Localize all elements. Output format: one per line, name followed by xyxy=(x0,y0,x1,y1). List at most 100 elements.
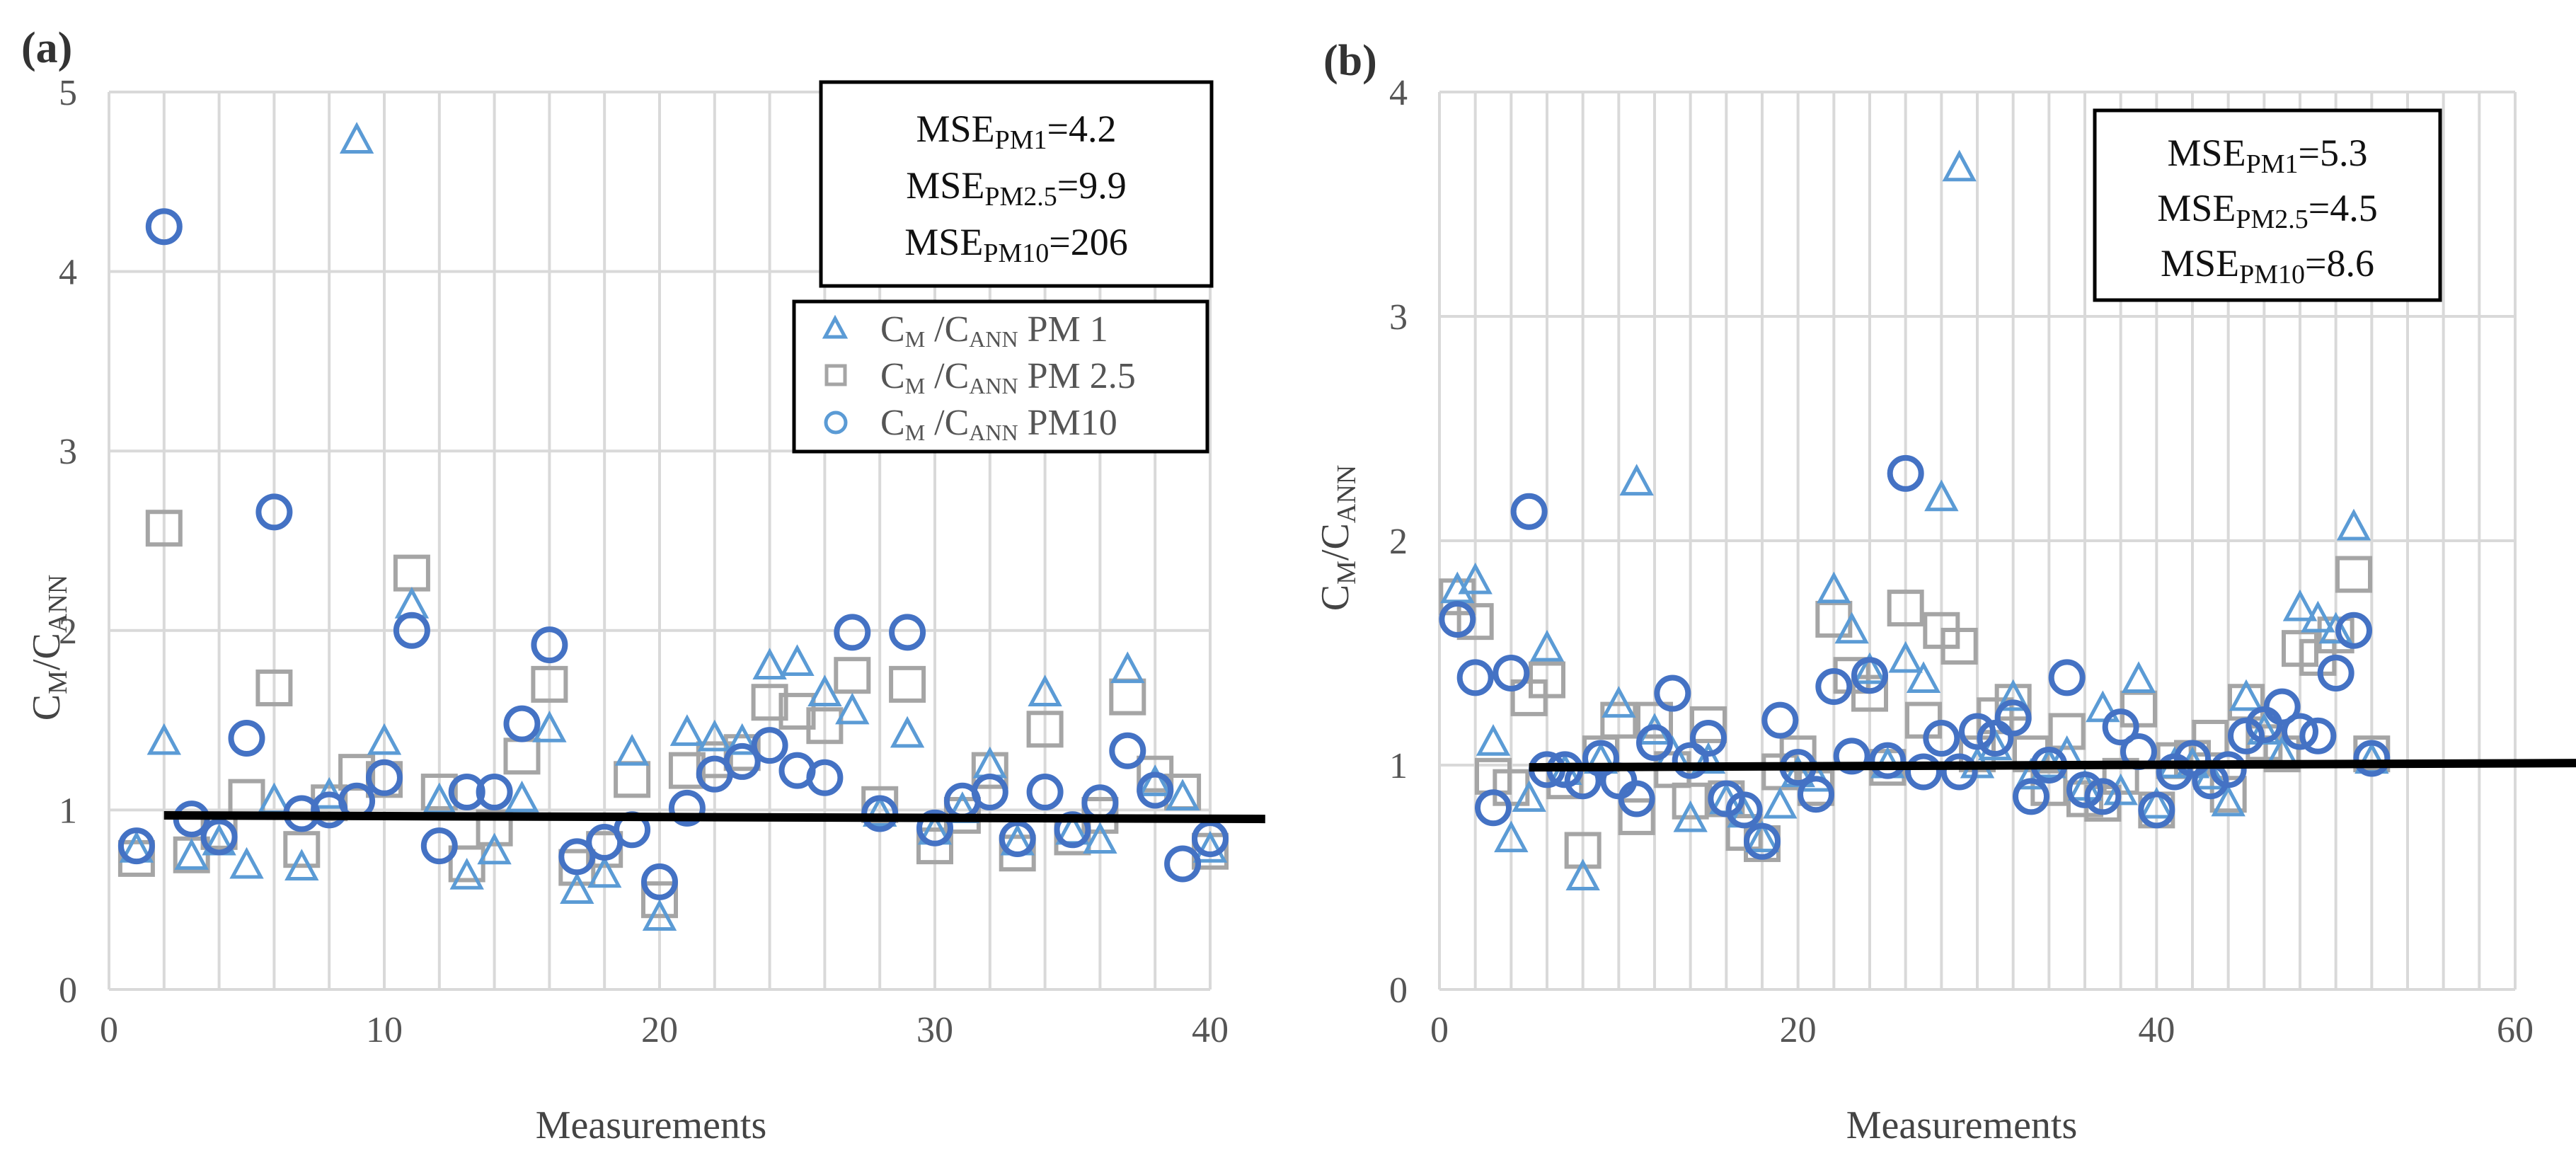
panel-a-ytick-label: 2 xyxy=(59,612,77,652)
panel-a-point-pm25 xyxy=(145,510,183,547)
legend-triangle-marker xyxy=(822,314,849,339)
panel-b-point-pm10 xyxy=(1851,657,1888,694)
panel-a-point-pm1 xyxy=(449,857,484,890)
panel-b-point-pm10 xyxy=(2102,708,2139,746)
panel-b-point-pm10 xyxy=(2174,740,2211,777)
panel-b-point-pm1 xyxy=(1565,859,1600,890)
panel-a-point-pm25 xyxy=(641,881,678,919)
panel-a-point-pm1 xyxy=(1110,651,1145,684)
panel-b-point-pm1 xyxy=(2336,508,2371,541)
panel-b-point-pm25 xyxy=(1690,706,1727,743)
panel-b-point-pm10 xyxy=(1510,493,1548,530)
panel-b-mse-frame xyxy=(2093,108,2442,302)
panel-b-point-pm25 xyxy=(1887,590,1924,627)
panel-a-point-pm25 xyxy=(531,665,568,703)
panel-a-point-pm1 xyxy=(697,719,732,752)
panel-a-point-pm25 xyxy=(834,657,871,694)
panel-a-point-pm1 xyxy=(1138,764,1173,796)
panel-b-point-pm10 xyxy=(2282,713,2318,750)
panel-a-point-pm10 xyxy=(1109,732,1146,769)
panel-b-point-pm10 xyxy=(1708,780,1745,817)
panel-b-point-pm25 xyxy=(2048,713,2086,750)
panel-a-point-pm10 xyxy=(723,742,761,780)
panel-b-xtick-label: 20 xyxy=(1780,1010,1817,1050)
panel-a-point-pm25 xyxy=(1026,711,1064,748)
panel-b-point-pm10 xyxy=(2138,791,2175,829)
panel-b-point-pm25 xyxy=(1600,701,1638,739)
panel-a-point-pm1 xyxy=(560,872,594,905)
panel-b-point-pm25 xyxy=(1529,661,1565,699)
panel-a-point-pm1 xyxy=(339,122,374,154)
panel-a-xtick-label: 40 xyxy=(1192,1010,1229,1050)
panel-b-point-pm1 xyxy=(1924,479,1959,512)
panel-b-point-pm10 xyxy=(1725,791,1763,829)
panel-b-point-pm10 xyxy=(1582,740,1619,777)
panel-b-point-pm1 xyxy=(1817,571,1851,604)
panel-a-point-pm25 xyxy=(476,809,513,847)
panel-b-xlabel: Measurements xyxy=(1846,1103,2078,1147)
panel-b-point-pm1 xyxy=(1602,686,1636,718)
panel-b-point-pm10 xyxy=(1636,724,1673,762)
panel-b-point-pm25 xyxy=(1851,675,1888,712)
panel-a-point-pm25 xyxy=(283,831,321,868)
panel-a-point-pm10 xyxy=(145,208,183,246)
panel-b-point-pm1 xyxy=(1673,800,1708,832)
panel-b-point-pm1 xyxy=(1763,786,1798,819)
panel-b-point-pm1 xyxy=(2301,600,2335,633)
panel-a-point-pm10 xyxy=(393,612,430,649)
panel-b-point-pm1 xyxy=(2282,589,2318,621)
panel-b-point-pm10 xyxy=(2317,655,2354,692)
panel-b-point-pm1 xyxy=(2318,612,2353,644)
panel-b-point-pm10 xyxy=(1959,713,1996,750)
panel-b-point-pm10 xyxy=(2048,659,2086,696)
panel-a-point-pm1 xyxy=(146,723,181,755)
panel-b-point-pm10 xyxy=(1456,659,1494,696)
panel-b-point-pm10 xyxy=(2263,688,2301,725)
panel-b-point-pm25 xyxy=(1636,701,1673,739)
panel-b-mse-box: MSEPM1=5.3 MSEPM2.5=4.5 MSEPM10=8.6 xyxy=(2093,108,2442,302)
panel-a-reference-line xyxy=(163,811,1265,824)
panel-a-point-pm10 xyxy=(1026,774,1064,811)
panel-a-xtick-label: 30 xyxy=(916,1010,953,1050)
panel-a-point-pm1 xyxy=(174,838,209,870)
panel-b-label: (b) xyxy=(1323,37,1377,85)
panel-a-point-pm1 xyxy=(780,644,815,676)
panel-a-point-pm25 xyxy=(117,839,155,877)
panel-b-point-pm10 xyxy=(2013,778,2049,815)
panel-a-label: (a) xyxy=(21,24,72,72)
panel-b-mse-pm10: MSEPM10=8.6 xyxy=(2161,242,2374,289)
panel-a-point-pm25 xyxy=(668,752,706,789)
panel-b-point-pm1 xyxy=(1619,464,1654,496)
panel-a-point-pm25 xyxy=(971,752,1008,789)
panel-b-ytick-label: 2 xyxy=(1389,522,1408,562)
panel-a-point-pm25 xyxy=(696,741,733,779)
panel-b-point-pm10 xyxy=(1654,675,1691,712)
panel-a-legend-frame xyxy=(792,299,1209,454)
panel-a-point-pm1 xyxy=(835,692,870,725)
panel-b-point-pm1 xyxy=(2121,661,2156,694)
panel-a-point-pm1 xyxy=(752,648,787,680)
panel-a-ylabel: CM/CANN xyxy=(25,575,73,721)
panel-b-point-pm10 xyxy=(1833,738,1870,775)
panel-b-xtick-label: 60 xyxy=(2497,1010,2534,1050)
panel-a-point-pm10 xyxy=(889,614,926,651)
panel-b-reference-line xyxy=(1529,759,2576,772)
panel-b-point-pm10 xyxy=(1815,668,1853,706)
panel-b-point-pm1 xyxy=(2086,690,2120,723)
panel-a-xlabel: Measurements xyxy=(536,1103,767,1147)
panel-a-point-pm10 xyxy=(999,820,1036,857)
panel-a-point-pm1 xyxy=(532,711,567,742)
panel-b-point-pm1 xyxy=(2103,773,2138,805)
panel-a-point-pm10 xyxy=(751,727,788,764)
panel-a-point-pm1 xyxy=(229,847,264,879)
panel-a-point-pm10 xyxy=(668,789,706,827)
panel-b-point-pm10 xyxy=(2335,612,2372,649)
panel-a-ytick-label: 3 xyxy=(59,432,77,472)
panel-b-point-pm1 xyxy=(1691,742,1726,774)
panel-a-point-pm10 xyxy=(200,818,238,856)
panel-a-point-pm1 xyxy=(890,716,925,748)
panel-a-point-pm25 xyxy=(255,669,293,706)
panel-a-mse-pm10: MSEPM10=206 xyxy=(904,221,1127,268)
panel-b-point-pm10 xyxy=(2228,717,2265,754)
